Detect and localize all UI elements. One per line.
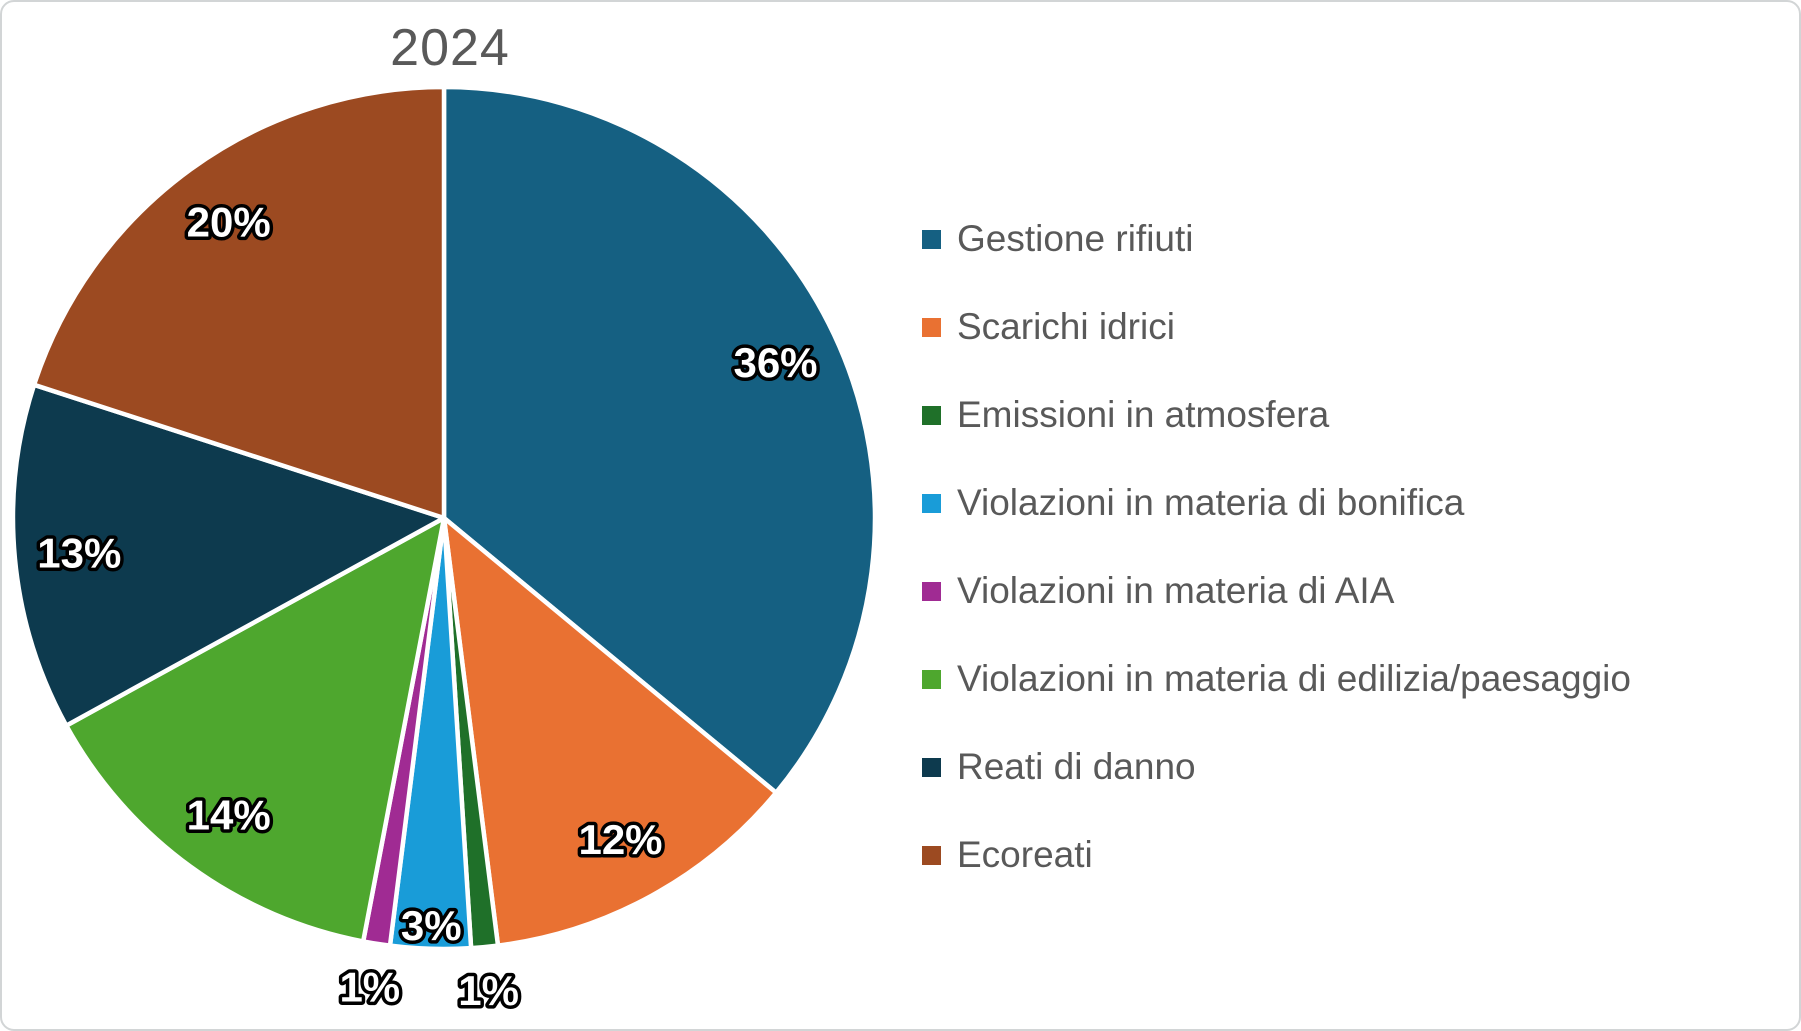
legend-swatch-icon xyxy=(922,405,941,425)
pie-slice-0 xyxy=(441,84,878,795)
data-label-0: 36% xyxy=(733,339,817,386)
data-label-5: 14% xyxy=(187,791,271,838)
legend-item-6: Reati di danno xyxy=(922,746,1631,787)
legend-label: Scarichi idrici xyxy=(957,306,1175,347)
legend-item-2: Emissioni in atmosfera xyxy=(922,394,1631,435)
legend-label: Reati di danno xyxy=(957,746,1196,787)
legend-swatch-icon xyxy=(922,229,941,249)
data-label-3: 3% xyxy=(401,902,462,949)
legend-label: Violazioni in materia di edilizia/paesag… xyxy=(957,658,1631,699)
legend-swatch-icon xyxy=(922,493,941,513)
pie-slice-6 xyxy=(10,382,447,728)
legend-item-3: Violazioni in materia di bonifica xyxy=(922,482,1631,523)
legend-label: Violazioni in materia di AIA xyxy=(957,570,1395,611)
legend-swatch-icon xyxy=(922,845,941,865)
pie-slice-1 xyxy=(441,515,779,948)
data-label-1: 12% xyxy=(578,816,662,863)
data-label-4: 1% xyxy=(339,963,400,1010)
data-label-6: 13% xyxy=(37,530,121,577)
chart-title: 2024 xyxy=(390,19,510,77)
legend-swatch-icon xyxy=(922,317,941,337)
data-label-7: 20% xyxy=(187,199,271,246)
legend-swatch-icon xyxy=(922,669,941,689)
legend-label: Ecoreati xyxy=(957,834,1093,875)
legend-label: Gestione rifiuti xyxy=(957,218,1194,259)
pie-slice-7 xyxy=(31,84,447,521)
legend-item-5: Violazioni in materia di edilizia/paesag… xyxy=(922,658,1631,699)
legend-swatch-icon xyxy=(922,757,941,777)
legend-item-0: Gestione rifiuti xyxy=(922,218,1631,259)
data-label-2: 1% xyxy=(458,967,519,1014)
legend-item-4: Violazioni in materia di AIA xyxy=(922,570,1631,611)
legend-label: Violazioni in materia di bonifica xyxy=(957,482,1465,523)
pie-slice-5 xyxy=(64,515,447,944)
legend-item-7: Ecoreati xyxy=(922,834,1631,875)
legend-item-1: Scarichi idrici xyxy=(922,306,1631,347)
legend-swatch-icon xyxy=(922,581,941,601)
legend: Gestione rifiuti Scarichi idrici Emissioni… xyxy=(922,218,1631,875)
legend-label: Emissioni in atmosfera xyxy=(957,394,1330,435)
